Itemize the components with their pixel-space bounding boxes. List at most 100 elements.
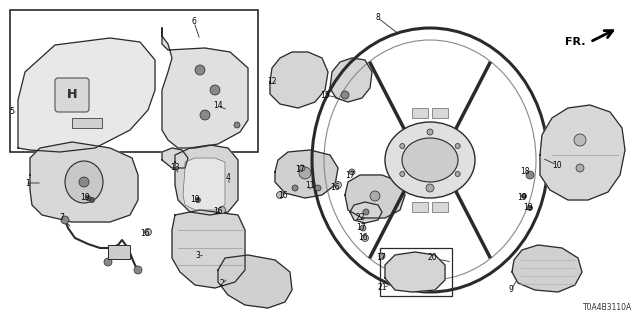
Circle shape — [335, 181, 342, 188]
Text: H: H — [67, 89, 77, 101]
Circle shape — [195, 65, 205, 75]
Circle shape — [370, 191, 380, 201]
Text: H: H — [67, 89, 77, 101]
Circle shape — [379, 253, 385, 259]
Bar — [412, 108, 428, 118]
Circle shape — [145, 228, 152, 236]
Text: 19: 19 — [523, 204, 533, 212]
Polygon shape — [172, 210, 245, 288]
Polygon shape — [175, 145, 238, 215]
Circle shape — [360, 225, 366, 231]
Circle shape — [574, 134, 586, 146]
Text: 16: 16 — [330, 183, 340, 193]
Circle shape — [218, 206, 225, 213]
Circle shape — [200, 110, 210, 120]
Circle shape — [341, 91, 349, 99]
Text: 16: 16 — [358, 234, 368, 243]
Text: 16: 16 — [140, 228, 150, 237]
Circle shape — [195, 197, 200, 203]
Circle shape — [292, 185, 298, 191]
Text: 11: 11 — [305, 180, 315, 189]
Polygon shape — [540, 105, 625, 200]
Circle shape — [576, 164, 584, 172]
Text: 4: 4 — [225, 173, 230, 182]
Text: T0A4B3110A: T0A4B3110A — [583, 303, 632, 312]
Circle shape — [526, 171, 534, 179]
Bar — [431, 108, 447, 118]
Bar — [412, 202, 428, 212]
Circle shape — [210, 85, 220, 95]
Text: 19: 19 — [517, 193, 527, 202]
Circle shape — [315, 185, 321, 191]
Text: 8: 8 — [376, 13, 380, 22]
Circle shape — [400, 172, 404, 177]
Circle shape — [104, 258, 112, 266]
Circle shape — [527, 205, 532, 211]
Polygon shape — [162, 148, 188, 168]
Text: 13: 13 — [170, 164, 180, 172]
Bar — [431, 202, 447, 212]
Bar — [72, 118, 102, 128]
Text: 1: 1 — [26, 179, 30, 188]
Bar — [380, 248, 452, 296]
Polygon shape — [330, 58, 372, 102]
Ellipse shape — [65, 161, 103, 203]
Text: 19: 19 — [190, 196, 200, 204]
Polygon shape — [512, 245, 582, 292]
Text: 6: 6 — [191, 18, 196, 27]
Polygon shape — [218, 255, 292, 308]
Polygon shape — [270, 52, 328, 108]
Circle shape — [455, 143, 460, 148]
Circle shape — [299, 165, 305, 171]
Polygon shape — [183, 158, 225, 210]
Text: 7: 7 — [60, 213, 65, 222]
Text: 17: 17 — [356, 223, 366, 233]
Circle shape — [522, 194, 527, 198]
Text: 2: 2 — [220, 279, 225, 289]
Circle shape — [61, 216, 69, 224]
Circle shape — [349, 169, 355, 175]
Text: FR.: FR. — [565, 37, 586, 47]
Ellipse shape — [402, 138, 458, 182]
Circle shape — [134, 266, 142, 274]
Circle shape — [299, 167, 311, 179]
Text: 17: 17 — [295, 165, 305, 174]
Text: 5: 5 — [10, 108, 15, 116]
Text: 19: 19 — [80, 194, 90, 203]
Circle shape — [86, 196, 90, 201]
Circle shape — [276, 191, 284, 198]
Text: 14: 14 — [213, 101, 223, 110]
Text: 21: 21 — [377, 284, 387, 292]
Circle shape — [90, 197, 95, 203]
Polygon shape — [275, 150, 338, 198]
Circle shape — [234, 122, 240, 128]
Polygon shape — [350, 202, 382, 223]
Circle shape — [426, 184, 434, 192]
Polygon shape — [385, 252, 445, 292]
Text: 10: 10 — [552, 161, 562, 170]
Circle shape — [400, 143, 404, 148]
Polygon shape — [162, 28, 248, 148]
Bar — [10, 10, 258, 152]
Circle shape — [362, 235, 369, 242]
Text: 20: 20 — [427, 253, 437, 262]
Circle shape — [79, 177, 89, 187]
Text: 18: 18 — [520, 167, 530, 177]
Polygon shape — [18, 38, 155, 152]
Circle shape — [363, 209, 369, 215]
Text: 17: 17 — [376, 253, 386, 262]
Text: 3: 3 — [196, 252, 200, 260]
Text: 12: 12 — [268, 77, 276, 86]
Text: 16: 16 — [278, 190, 288, 199]
Circle shape — [427, 129, 433, 135]
Ellipse shape — [385, 122, 475, 198]
Text: 16: 16 — [213, 207, 223, 217]
Text: 17: 17 — [345, 171, 355, 180]
Polygon shape — [345, 175, 405, 218]
FancyBboxPatch shape — [55, 78, 89, 112]
Text: 9: 9 — [509, 285, 513, 294]
Circle shape — [455, 172, 460, 177]
Text: 22: 22 — [355, 213, 365, 222]
Text: 15: 15 — [320, 91, 330, 100]
Polygon shape — [30, 142, 138, 222]
